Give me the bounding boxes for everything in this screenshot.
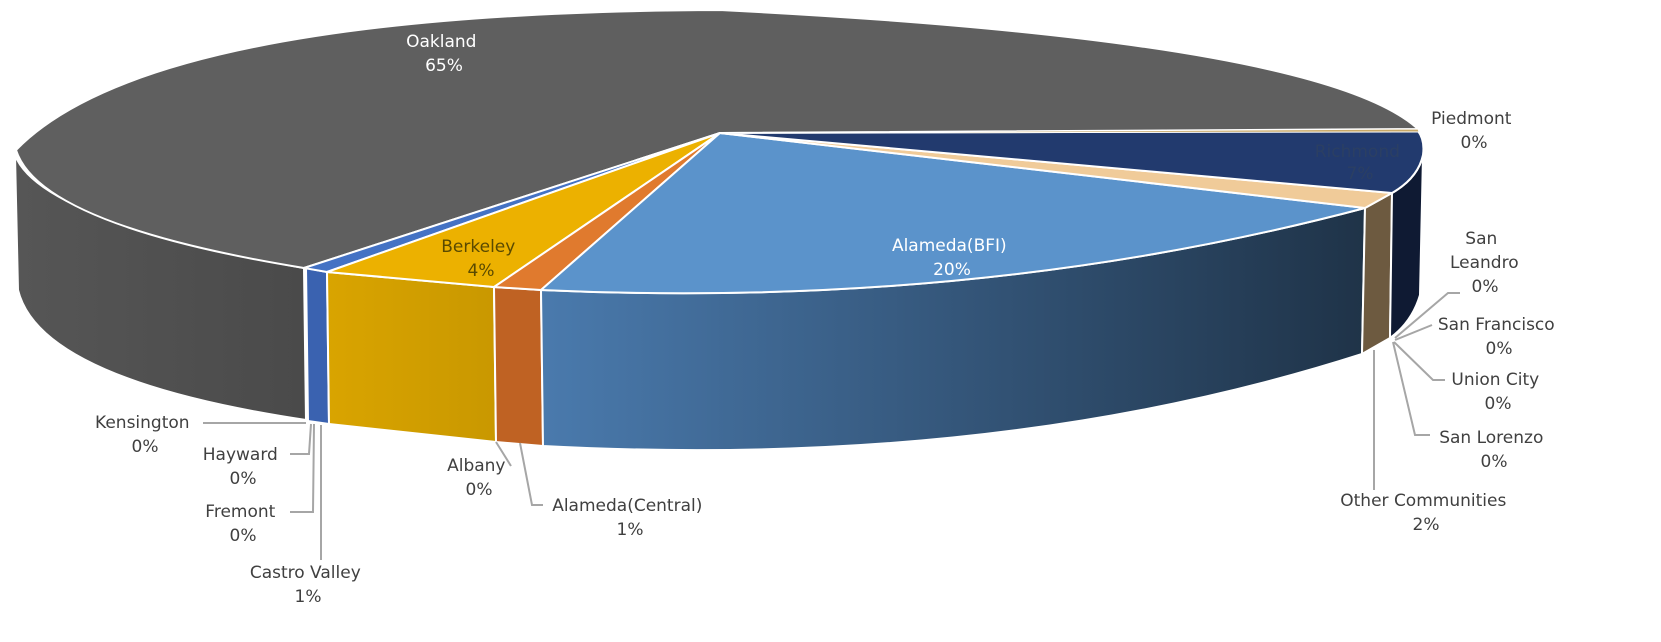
leader-lines [203,292,1460,560]
label-piedmont-name: Piedmont [1431,109,1512,129]
label-alameda-central: Alameda(Central) 1% [552,496,708,540]
label-albany-pct: 0% [466,480,493,500]
label-san-francisco-name: San Francisco [1438,315,1555,335]
label-hayward-name: Hayward [203,445,278,465]
slice-side-castro-valley [304,266,331,426]
label-union-city: Union City 0% [1451,370,1544,414]
label-union-city-pct: 0% [1485,394,1512,414]
label-castro-valley-name: Castro Valley [250,563,361,583]
label-piedmont-pct: 0% [1461,133,1488,153]
label-hayward: Hayward 0% [203,445,283,489]
label-san-lorenzo: San Lorenzo 0% [1439,428,1549,472]
leader-san-francisco [1394,324,1433,341]
label-san-leandro: San Leandro 0% [1450,229,1524,297]
label-piedmont: Piedmont 0% [1431,109,1517,153]
label-fremont-pct: 0% [230,526,257,546]
label-other-communities: Other Communities 2% [1340,491,1511,535]
slice-top-richmond [719,129,1425,195]
label-hayward-pct: 0% [230,469,257,489]
leader-hayward [290,423,312,455]
slice-side-alameda-central [492,285,545,448]
label-alameda-bfi-pct: 20% [933,260,971,280]
label-other-communities-pct: 2% [1413,515,1440,535]
slice-top-alameda-bfi [538,131,1366,295]
slice-top-piedmont [719,128,1420,134]
label-richmond-pct: 7% [1347,164,1374,184]
label-kensington-name: Kensington [95,413,190,433]
leader-san-leandro [1394,292,1460,339]
label-berkeley-pct: 4% [468,261,495,281]
label-alameda-bfi-name: Alameda(BFI) [892,236,1007,256]
label-kensington: Kensington 0% [95,413,195,457]
leader-albany [495,441,512,467]
label-richmond-name: Richmond [1315,142,1400,162]
label-san-lorenzo-pct: 0% [1481,452,1508,472]
label-oakland: Oakland 65% [406,32,482,76]
label-albany: Albany 0% [447,456,511,500]
label-san-leandro-name-2: Leandro [1450,253,1519,273]
label-oakland-pct: 65% [425,56,463,76]
leader-san-lorenzo [1392,341,1430,436]
label-other-communities-name: Other Communities [1340,491,1506,511]
label-kensington-pct: 0% [132,437,159,457]
label-san-francisco: San Francisco 0% [1438,315,1560,359]
label-san-francisco-pct: 0% [1486,339,1513,359]
slice-side-berkeley [325,270,498,444]
label-albany-name: Albany [447,456,505,476]
label-berkeley-name: Berkeley [441,237,515,257]
label-san-leandro-pct: 0% [1472,277,1499,297]
label-berkeley: Berkeley 4% [441,237,520,281]
label-oakland-name: Oakland [406,32,476,52]
leader-alameda-central [519,442,543,506]
label-alameda-central-name: Alameda(Central) [552,496,702,516]
data-labels: Oakland 65% Piedmont 0% Richmond 7% San … [95,32,1560,607]
label-san-lorenzo-name: San Lorenzo [1439,428,1543,448]
label-richmond: Richmond 7% [1315,142,1406,184]
label-castro-valley: Castro Valley 1% [250,563,366,607]
leader-union-city [1393,341,1445,381]
label-castro-valley-pct: 1% [295,587,322,607]
label-san-leandro-name-1: San [1465,229,1497,249]
label-alameda-central-pct: 1% [617,520,644,540]
slice-top-oakland [14,8,1421,270]
label-fremont: Fremont 0% [205,502,280,546]
slice-side-other-communities [1360,191,1394,356]
label-fremont-name: Fremont [205,502,275,522]
leader-fremont [290,423,315,513]
label-union-city-name: Union City [1451,370,1539,390]
label-alameda-bfi: Alameda(BFI) 20% [892,236,1012,280]
